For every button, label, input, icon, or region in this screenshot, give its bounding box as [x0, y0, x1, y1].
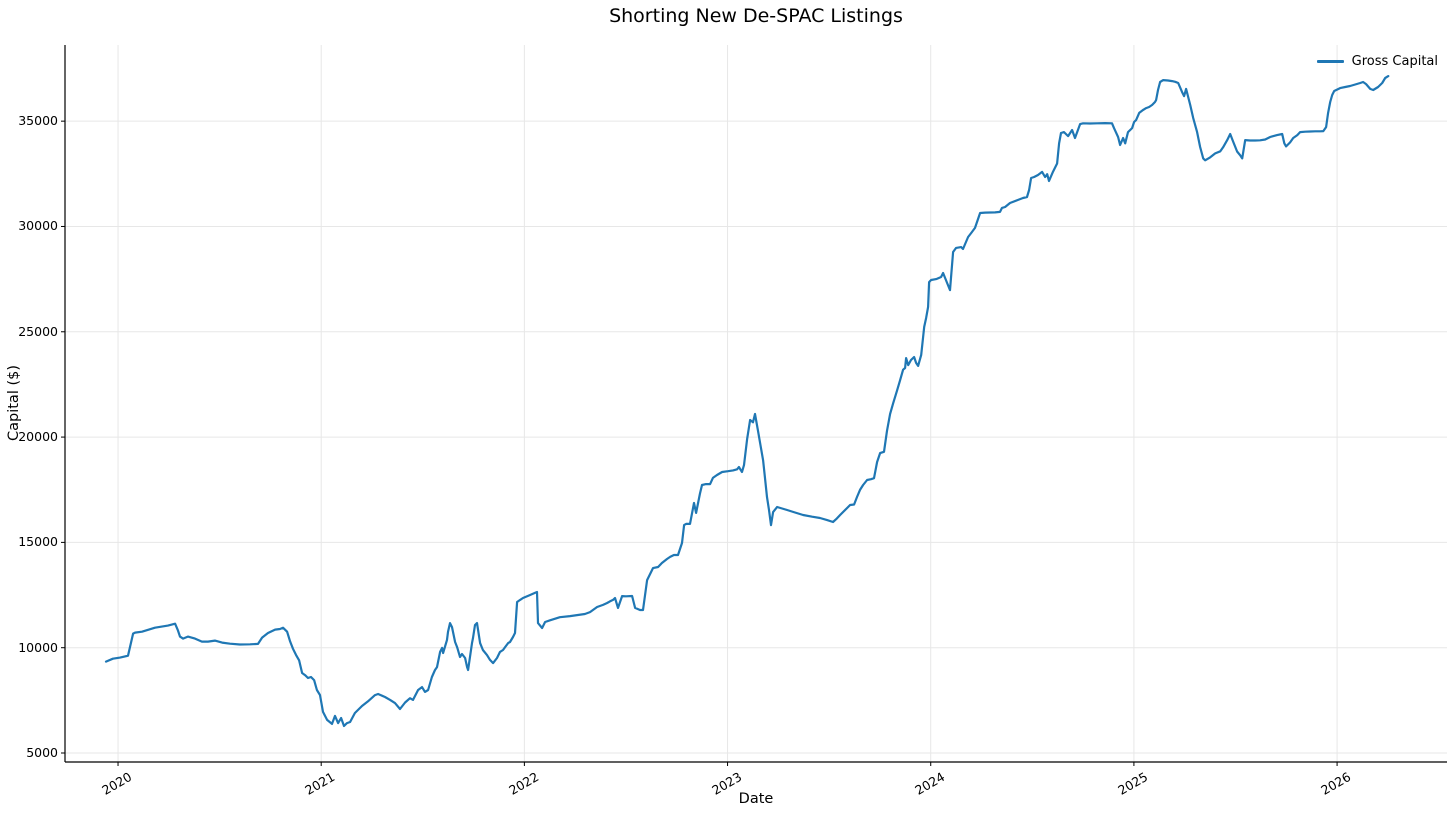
y-tick-label: 15000: [18, 534, 58, 550]
y-tick-label: 5000: [26, 745, 58, 760]
legend-label: Gross Capital: [1351, 54, 1438, 69]
x-axis-label: Date: [738, 791, 774, 807]
y-tick-label: 30000: [18, 218, 58, 234]
chart-title: Shorting New De-SPAC Listings: [609, 5, 903, 27]
legend: Gross Capital: [1316, 54, 1438, 69]
legend-line-swatch: [1316, 60, 1344, 63]
y-tick-label: 25000: [18, 323, 58, 339]
y-tick-label: 10000: [18, 639, 58, 655]
y-tick-label: 20000: [18, 429, 58, 445]
y-tick-label: 35000: [18, 113, 58, 129]
series-line-gross-capital: [104, 74, 1390, 728]
